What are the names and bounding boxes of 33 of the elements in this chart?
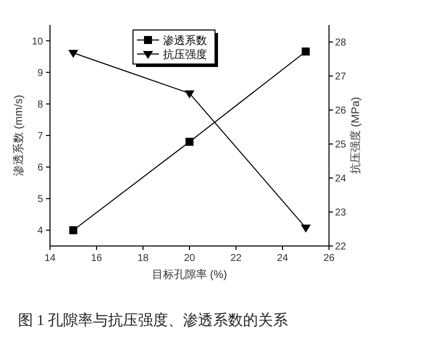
y-tick-label: 6: [37, 162, 44, 174]
legend-label: 抗压强度: [163, 48, 207, 61]
point: [186, 138, 194, 146]
y2-tick-label: 27: [335, 72, 347, 82]
y-tick-label: 8: [37, 99, 44, 110]
y2-tick-label: 25: [335, 140, 347, 150]
y-tick-label: 9: [37, 68, 44, 79]
x-tick-label: 20: [184, 253, 196, 264]
legend-label: 渗透系数: [163, 34, 207, 47]
x-tick-label: 22: [230, 253, 242, 264]
x-tick-label: 26: [323, 253, 335, 264]
y2-tick-label: 23: [335, 208, 347, 218]
y2-tick-label: 24: [335, 174, 347, 184]
y2-tick-label: 26: [335, 106, 347, 116]
point: [300, 224, 311, 233]
x-axis-title: 目标孔隙率 (%): [152, 268, 228, 281]
x-tick-label: 18: [137, 253, 149, 264]
y2-axis-title: 抗压强度 (MPa): [349, 97, 362, 174]
x-tick-label: 14: [44, 253, 56, 264]
y-tick-label: 4: [37, 226, 44, 237]
y-axis-title: 渗透系数 (mm/s): [12, 94, 25, 176]
caption: 图 1 孔隙率与抗压强度、渗透系数的关系: [18, 312, 288, 329]
y-tick-label: 7: [37, 131, 44, 142]
point: [184, 90, 194, 98]
y-tick-label: 10: [32, 36, 44, 48]
y2-tick-label: 22: [335, 242, 347, 252]
x-tick-label: 24: [276, 253, 288, 264]
x-tick-label: 16: [90, 253, 102, 264]
point: [68, 50, 78, 58]
y-tick-label: 5: [37, 194, 44, 206]
point: [69, 226, 78, 234]
y2-tick-label: 28: [335, 38, 347, 48]
point: [302, 48, 310, 56]
